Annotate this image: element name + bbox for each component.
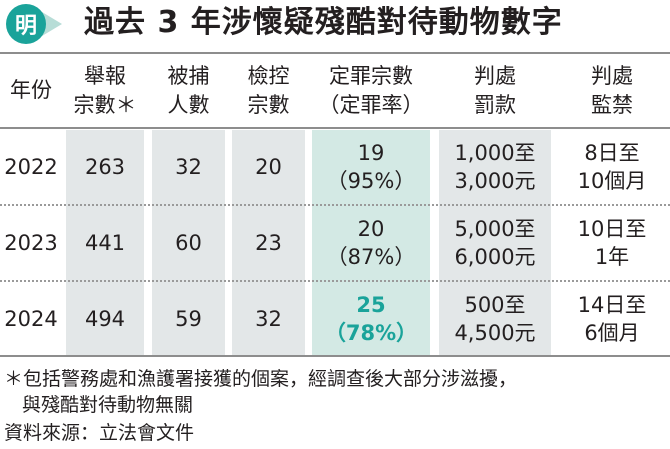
footnote-line2: 與殘酷對待動物無關 xyxy=(22,394,194,416)
cell-arrests: 60 xyxy=(175,231,202,255)
header-reports-line2: 宗數＊ xyxy=(73,92,137,117)
header-reports: 舉報 宗數＊ xyxy=(62,54,148,127)
fine-range-to: 6,000元 xyxy=(454,245,536,269)
header-arrests-line1: 被捕 xyxy=(167,63,210,88)
header-prison: 判處 監禁 xyxy=(554,54,670,127)
prison-range-from: 14日至 xyxy=(577,292,647,317)
header-convictions: 定罪宗數 （定罪率） xyxy=(306,54,436,127)
fine-range-to: 4,500元 xyxy=(454,320,536,345)
conviction-count: 20 xyxy=(357,217,385,241)
conviction-rate: （95%） xyxy=(326,169,416,193)
cell-fines: 5,000至 6,000元 xyxy=(436,206,554,280)
cell-arrests: 59 xyxy=(175,306,202,331)
header-prison-line1: 判處 xyxy=(591,63,633,88)
column-bg-reports xyxy=(66,130,144,357)
conviction-rate: （87%） xyxy=(326,245,416,269)
cell-convictions: 19 （95%） xyxy=(306,130,436,204)
cell-prosecutions: 32 xyxy=(255,306,282,331)
cell-prosecutions: 20 xyxy=(255,155,282,179)
cell-fines: 1,000至 3,000元 xyxy=(436,130,554,204)
conviction-rate: （78%） xyxy=(324,320,418,345)
prison-range-from: 8日至 xyxy=(584,141,640,165)
header: 明 過去 3 年涉懷疑殘酷對待動物數字 xyxy=(0,0,670,50)
conviction-count: 25 xyxy=(356,292,386,317)
column-bg-convictions xyxy=(312,130,430,357)
cell-reports: 441 xyxy=(84,231,126,255)
header-fines: 判處 罰款 xyxy=(436,54,554,127)
logo-badge: 明 xyxy=(6,4,46,44)
header-reports-line1: 舉報 xyxy=(84,63,126,88)
cell-prosecutions: 23 xyxy=(255,231,282,255)
cell-reports: 263 xyxy=(84,155,126,179)
conviction-count: 19 xyxy=(357,141,385,165)
column-bg-prosecutions xyxy=(232,130,305,357)
logo: 明 xyxy=(6,4,76,44)
table-bottom-rule xyxy=(0,355,670,357)
cell-prison: 10日至 1年 xyxy=(554,206,670,280)
header-fines-line1: 判處 xyxy=(474,63,516,88)
header-prosecutions-line1: 檢控 xyxy=(247,63,290,88)
footnote-line1: ＊包括警務處和漁護署接獲的個案，經調查後大部分涉滋擾， xyxy=(4,368,518,390)
cell-arrests: 32 xyxy=(175,155,202,179)
header-fines-line2: 罰款 xyxy=(474,92,516,117)
table-row-year: 2022 xyxy=(4,155,58,179)
column-bg-arrests xyxy=(152,130,225,357)
source-credit: 資料來源：立法會文件 xyxy=(4,422,195,444)
column-bg-fines xyxy=(439,130,551,357)
fine-range-to: 3,000元 xyxy=(454,169,536,193)
cell-convictions: 20 （87%） xyxy=(306,206,436,280)
cell-reports: 494 xyxy=(84,306,126,331)
row-divider xyxy=(0,204,670,206)
fine-range-from: 500至 xyxy=(464,292,526,317)
fine-range-from: 5,000至 xyxy=(454,217,536,241)
header-prison-line2: 監禁 xyxy=(591,92,633,117)
prison-range-from: 10日至 xyxy=(577,217,647,241)
cell-convictions-highlighted: 25 （78%） xyxy=(306,282,436,355)
cell-fines: 500至 4,500元 xyxy=(436,282,554,355)
header-year-label: 年份 xyxy=(10,78,52,102)
fine-range-from: 1,000至 xyxy=(454,141,536,165)
header-prosecutions: 檢控 宗數 xyxy=(229,54,308,127)
statistics-table: 年份 舉報 宗數＊ 被捕 人數 檢控 宗數 定罪宗數 （定罪率） 判處 罰款 判… xyxy=(0,52,670,357)
page-title: 過去 3 年涉懷疑殘酷對待動物數字 xyxy=(84,5,563,40)
table-row-year: 2024 xyxy=(4,306,58,331)
row-divider xyxy=(0,280,670,282)
cell-prison: 14日至 6個月 xyxy=(554,282,670,355)
header-convictions-line1: 定罪宗數 xyxy=(329,63,413,88)
prison-range-to: 6個月 xyxy=(584,320,640,345)
table-row-year: 2023 xyxy=(4,231,58,255)
header-prosecutions-line2: 宗數 xyxy=(247,92,290,117)
header-year: 年份 xyxy=(0,54,62,127)
prison-range-to: 1年 xyxy=(594,245,630,269)
table-top-rule xyxy=(0,52,670,54)
header-arrests: 被捕 人數 xyxy=(148,54,229,127)
prison-range-to: 10個月 xyxy=(577,169,647,193)
cell-prison: 8日至 10個月 xyxy=(554,130,670,204)
header-arrests-line2: 人數 xyxy=(167,92,210,117)
header-convictions-line2: （定罪率） xyxy=(318,92,424,117)
header-bottom-rule xyxy=(0,127,670,129)
